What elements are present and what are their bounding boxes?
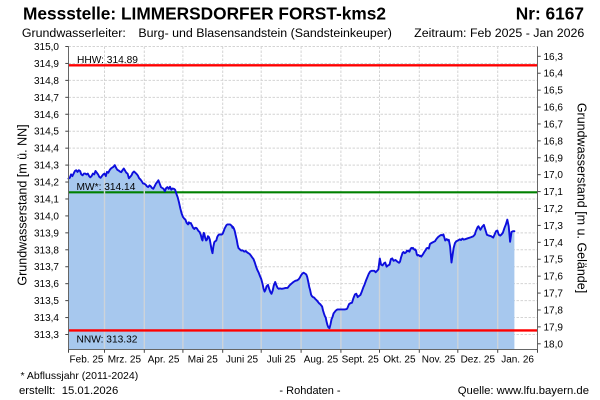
- svg-text:314,0: 314,0: [34, 211, 59, 222]
- svg-text:313,5: 313,5: [34, 296, 59, 307]
- svg-text:Mrz. 25: Mrz. 25: [108, 355, 142, 366]
- svg-text:16,7: 16,7: [544, 119, 564, 130]
- svg-text:18,0: 18,0: [544, 339, 564, 350]
- svg-text:Sept. 25: Sept. 25: [342, 355, 380, 366]
- svg-text:314,4: 314,4: [34, 144, 59, 155]
- svg-text:HHW: 314.89: HHW: 314.89: [77, 55, 138, 66]
- svg-text:erstellt: 15.01.2026: erstellt: 15.01.2026: [19, 385, 118, 397]
- svg-text:313,6: 313,6: [34, 279, 59, 290]
- svg-text:314,8: 314,8: [34, 76, 59, 87]
- svg-text:313,8: 313,8: [34, 245, 59, 256]
- svg-text:Burg- und Blasensandstein (San: Burg- und Blasensandstein (Sandsteinkeup…: [138, 26, 391, 40]
- svg-text:Nr: 6167: Nr: 6167: [516, 4, 584, 24]
- svg-text:Zeitraum: Feb 2025 - Jan 2026: Zeitraum: Feb 2025 - Jan 2026: [414, 26, 584, 40]
- svg-text:16,3: 16,3: [544, 52, 564, 63]
- svg-text:314,9: 314,9: [34, 59, 59, 70]
- svg-text:Grundwasserstand [m ü. NN]: Grundwasserstand [m ü. NN]: [16, 124, 30, 285]
- svg-text:Quelle: www.lfu.bayern.de: Quelle: www.lfu.bayern.de: [458, 385, 589, 397]
- svg-text:313,7: 313,7: [34, 262, 59, 273]
- svg-text:314,6: 314,6: [34, 110, 59, 121]
- svg-text:16,5: 16,5: [544, 86, 564, 97]
- svg-text:16,6: 16,6: [544, 103, 564, 114]
- svg-text:17,7: 17,7: [544, 289, 564, 300]
- svg-text:314,5: 314,5: [34, 127, 59, 138]
- svg-text:Aug. 25: Aug. 25: [304, 355, 339, 366]
- svg-text:Juli 25: Juli 25: [267, 355, 296, 366]
- svg-text:16,9: 16,9: [544, 153, 564, 164]
- svg-text:Mai 25: Mai 25: [188, 355, 218, 366]
- svg-text:Apr. 25: Apr. 25: [148, 355, 180, 366]
- svg-text:314,1: 314,1: [34, 194, 59, 205]
- svg-text:17,3: 17,3: [544, 221, 564, 232]
- svg-text:MW*: 314.14: MW*: 314.14: [77, 182, 136, 193]
- svg-text:17,6: 17,6: [544, 272, 564, 283]
- svg-text:Okt. 25: Okt. 25: [383, 355, 416, 366]
- svg-text:313,4: 313,4: [34, 313, 59, 324]
- svg-text:Nov. 25: Nov. 25: [422, 355, 456, 366]
- svg-text:Jan. 26: Jan. 26: [501, 355, 534, 366]
- svg-text:NNW: 313.32: NNW: 313.32: [77, 335, 138, 346]
- svg-text:315,0: 315,0: [34, 42, 59, 53]
- svg-text:16,8: 16,8: [544, 136, 564, 147]
- svg-text:17,2: 17,2: [544, 204, 564, 215]
- svg-text:313,3: 313,3: [34, 330, 59, 341]
- svg-text:314,3: 314,3: [34, 161, 59, 172]
- svg-text:Dez. 25: Dez. 25: [461, 355, 496, 366]
- svg-text:314,7: 314,7: [34, 93, 59, 104]
- svg-text:Feb. 25: Feb. 25: [70, 355, 104, 366]
- svg-text:313,9: 313,9: [34, 228, 59, 239]
- svg-text:16,4: 16,4: [544, 69, 564, 80]
- svg-text:17,9: 17,9: [544, 322, 564, 333]
- svg-text:Juni 25: Juni 25: [226, 355, 259, 366]
- svg-text:17,1: 17,1: [544, 187, 564, 198]
- svg-text:Messstelle: LIMMERSDORFER FORS: Messstelle: LIMMERSDORFER FORST-kms2: [23, 4, 386, 24]
- svg-text:17,0: 17,0: [544, 170, 564, 181]
- svg-text:17,4: 17,4: [544, 238, 564, 249]
- svg-text:- Rohdaten -: - Rohdaten -: [279, 385, 340, 397]
- svg-text:Grundwasserleiter:: Grundwasserleiter:: [22, 26, 126, 40]
- svg-text:17,8: 17,8: [544, 305, 564, 316]
- svg-text:314,2: 314,2: [34, 178, 59, 189]
- svg-text:Grundwasserstand [m u. Gelände: Grundwasserstand [m u. Gelände]: [575, 103, 589, 293]
- svg-text:* Abflussjahr (2011-2024): * Abflussjahr (2011-2024): [21, 370, 139, 382]
- svg-text:17,5: 17,5: [544, 255, 564, 266]
